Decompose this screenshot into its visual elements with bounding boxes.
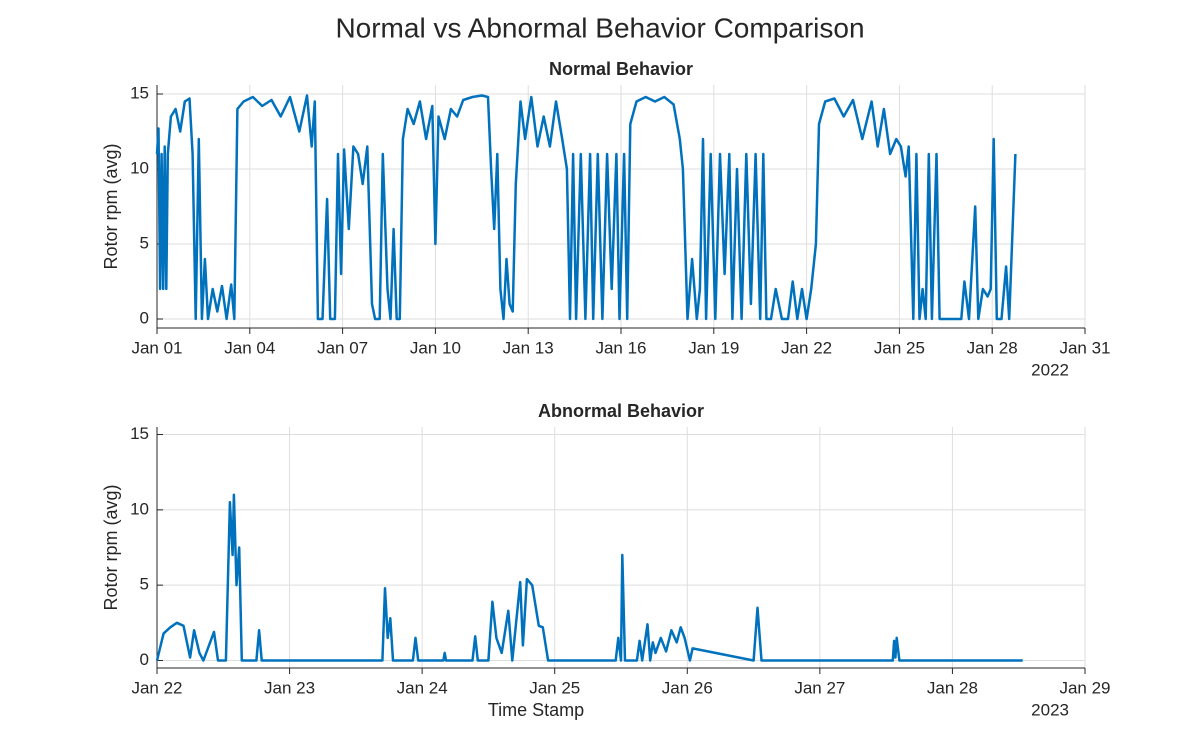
- y-tick-label: 10: [130, 499, 149, 518]
- x-tick-label: Jan 28: [927, 678, 978, 697]
- x-tick-label: Jan 04: [224, 338, 275, 357]
- y-tick-label: 5: [140, 233, 149, 252]
- x-tick-label: Jan 10: [410, 338, 461, 357]
- y-axis-label: Rotor rpm (avg): [101, 143, 121, 269]
- x-tick-label: Jan 22: [131, 678, 182, 697]
- y-tick-label: 10: [130, 158, 149, 177]
- x-tick-label: Jan 28: [967, 338, 1018, 357]
- x-tick-label: Jan 23: [264, 678, 315, 697]
- data-line: [155, 493, 1023, 662]
- x-tick-label: Jan 25: [529, 678, 580, 697]
- y-tick-label: 15: [130, 83, 149, 102]
- x-tick-label: Jan 07: [317, 338, 368, 357]
- x-tick-label: Jan 31: [1059, 338, 1110, 357]
- y-tick-label: 15: [130, 424, 149, 443]
- x-tick-label: Jan 01: [131, 338, 182, 357]
- x-year-label: 2022: [1031, 360, 1069, 379]
- x-tick-label: Jan 25: [874, 338, 925, 357]
- x-year-label: 2023: [1031, 700, 1069, 719]
- x-tick-label: Jan 27: [794, 678, 845, 697]
- y-tick-label: 5: [140, 575, 149, 594]
- x-tick-label: Jan 24: [397, 678, 448, 697]
- x-axis-label: Time Stamp: [488, 700, 584, 720]
- y-tick-label: 0: [140, 308, 149, 327]
- x-tick-label: Jan 16: [595, 338, 646, 357]
- data-line: [155, 94, 1017, 321]
- y-tick-label: 0: [140, 650, 149, 669]
- x-tick-label: Jan 13: [503, 338, 554, 357]
- subplot-title: Normal Behavior: [549, 59, 693, 79]
- x-tick-label: Jan 29: [1059, 678, 1110, 697]
- figure-title: Normal vs Abnormal Behavior Comparison: [335, 12, 864, 43]
- x-tick-label: Jan 19: [688, 338, 739, 357]
- y-axis-label: Rotor rpm (avg): [101, 484, 121, 610]
- x-tick-label: Jan 26: [662, 678, 713, 697]
- subplot-title: Abnormal Behavior: [538, 401, 704, 421]
- x-tick-label: Jan 22: [781, 338, 832, 357]
